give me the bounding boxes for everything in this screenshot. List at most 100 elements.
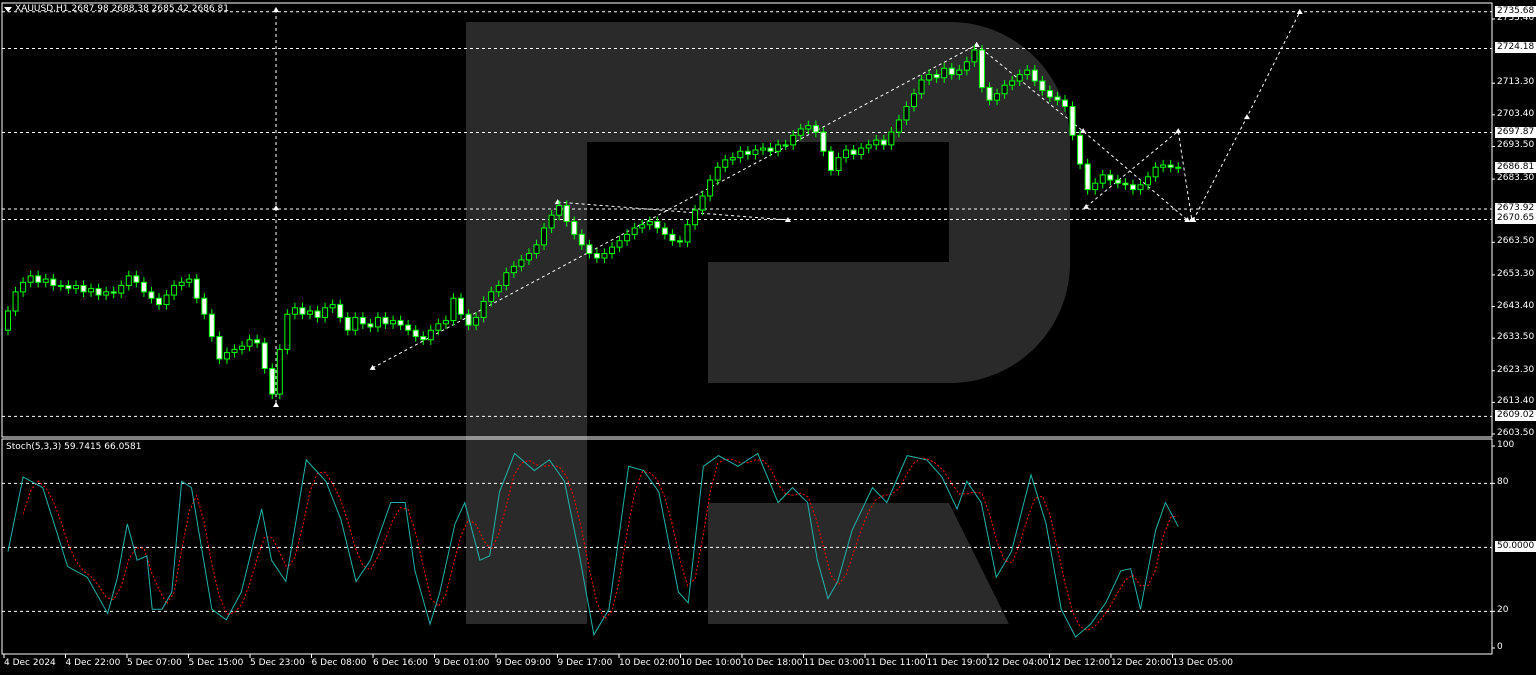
bear-candle xyxy=(359,316,366,325)
bull-candle xyxy=(752,149,759,155)
bull-candle xyxy=(963,61,970,71)
stoch-signal-line xyxy=(22,457,1179,631)
price-axis-label: 2663.50 xyxy=(1497,236,1535,247)
price-level-label: 2609.02 xyxy=(1495,410,1536,422)
stochastic-label: Stoch(5,3,3) 59.7415 66.0581 xyxy=(6,442,142,452)
bear-candle xyxy=(420,336,427,341)
bull-candle xyxy=(118,284,125,294)
bull-candle xyxy=(352,316,359,331)
bull-candle xyxy=(888,131,895,146)
bull-candle xyxy=(495,284,502,293)
bull-candle xyxy=(239,345,246,350)
bull-candle xyxy=(956,69,963,76)
bull-candle xyxy=(797,128,804,136)
bear-candle xyxy=(812,125,819,133)
bull-candle xyxy=(707,179,714,197)
bull-candle xyxy=(12,291,19,312)
stoch-level-label: 50.0000 xyxy=(1495,541,1536,553)
price-axis-label: 2713.30 xyxy=(1497,77,1535,88)
bear-candle xyxy=(661,227,668,235)
bear-candle xyxy=(1167,164,1174,168)
bear-candle xyxy=(95,288,102,296)
bull-candle xyxy=(729,157,736,161)
bull-candle xyxy=(291,307,298,315)
bear-candle xyxy=(654,221,661,229)
bull-candle xyxy=(20,281,27,293)
stochastic-panel xyxy=(2,452,1492,638)
bear-candle xyxy=(744,150,751,155)
bull-candle xyxy=(639,224,646,229)
bull-candle xyxy=(918,79,925,95)
bear-candle xyxy=(767,147,774,152)
bull-candle xyxy=(88,288,95,293)
bear-candle xyxy=(586,244,593,255)
time-axis-label: 5 Dec 23:00 xyxy=(250,658,305,668)
bull-candle xyxy=(1016,74,1023,82)
arrow-marker-icon xyxy=(1243,114,1250,120)
price-axis-label: 2603.50 xyxy=(1497,428,1535,439)
bear-candle xyxy=(571,221,578,235)
bear-candle xyxy=(261,342,268,370)
bull-candle xyxy=(473,316,480,326)
bear-candle xyxy=(986,86,993,101)
arrow-marker-icon xyxy=(273,401,280,407)
bear-candle xyxy=(948,67,955,76)
bull-candle xyxy=(1137,184,1144,191)
bull-candle xyxy=(72,284,79,290)
bear-candle xyxy=(676,240,683,243)
bull-candle xyxy=(760,147,766,151)
bull-candle xyxy=(307,310,313,315)
bull-candle xyxy=(488,291,495,302)
bear-candle xyxy=(820,131,827,152)
bear-candle xyxy=(80,284,87,293)
bear-candle xyxy=(1046,90,1053,98)
bull-candle xyxy=(971,49,978,63)
bull-candle xyxy=(616,240,623,248)
bull-candle xyxy=(1160,164,1167,168)
bear-candle xyxy=(50,278,57,286)
bull-candle xyxy=(692,209,699,226)
stoch-axis-label: 100 xyxy=(1497,440,1515,450)
time-axis-label: 13 Dec 05:00 xyxy=(1172,658,1234,668)
bull-candle xyxy=(246,339,253,347)
bull-candle xyxy=(805,125,812,130)
bear-candle xyxy=(208,313,215,338)
watermark-logo xyxy=(466,22,1070,624)
bear-candle xyxy=(1031,69,1038,82)
bull-candle xyxy=(435,323,442,331)
bull-candle xyxy=(1001,84,1008,95)
bull-candle xyxy=(103,291,110,296)
bear-candle xyxy=(344,316,351,331)
time-axis-label: 10 Dec 18:00 xyxy=(742,658,803,668)
bull-candle xyxy=(684,224,691,243)
bear-candle xyxy=(193,278,200,299)
bull-candle xyxy=(926,74,933,81)
time-axis-label: 10 Dec 02:00 xyxy=(619,658,680,668)
bear-candle xyxy=(1054,96,1061,101)
bull-candle xyxy=(737,150,744,159)
price-level-label: 2697.87 xyxy=(1495,126,1536,138)
arrow-marker-icon xyxy=(1080,128,1087,134)
chart-header: XAUUSD,H1 2687.98 2688.38 2685.42 2686.8… xyxy=(4,4,229,14)
time-axis-label: 6 Dec 08:00 xyxy=(311,658,367,668)
bear-candle xyxy=(140,281,147,293)
current-price-label: 2686.81 xyxy=(1495,161,1536,173)
time-axis-label: 5 Dec 15:00 xyxy=(188,658,244,668)
bull-candle xyxy=(390,320,397,325)
forecast-line xyxy=(976,44,1188,221)
bull-candle xyxy=(782,144,789,147)
dropdown-triangle-icon[interactable] xyxy=(4,6,12,12)
forecast-line xyxy=(372,44,977,369)
bear-candle xyxy=(65,284,72,290)
price-axis-label: 2733.40 xyxy=(1497,13,1535,23)
bear-candle xyxy=(1107,174,1114,181)
bull-candle xyxy=(714,166,721,181)
bull-candle xyxy=(903,106,910,121)
bull-candle xyxy=(163,294,170,306)
bear-candle xyxy=(397,320,404,326)
time-axis-label: 6 Dec 16:00 xyxy=(373,658,428,668)
bull-candle xyxy=(775,144,782,152)
bear-candle xyxy=(578,233,585,246)
arrow-marker-icon xyxy=(273,205,280,211)
